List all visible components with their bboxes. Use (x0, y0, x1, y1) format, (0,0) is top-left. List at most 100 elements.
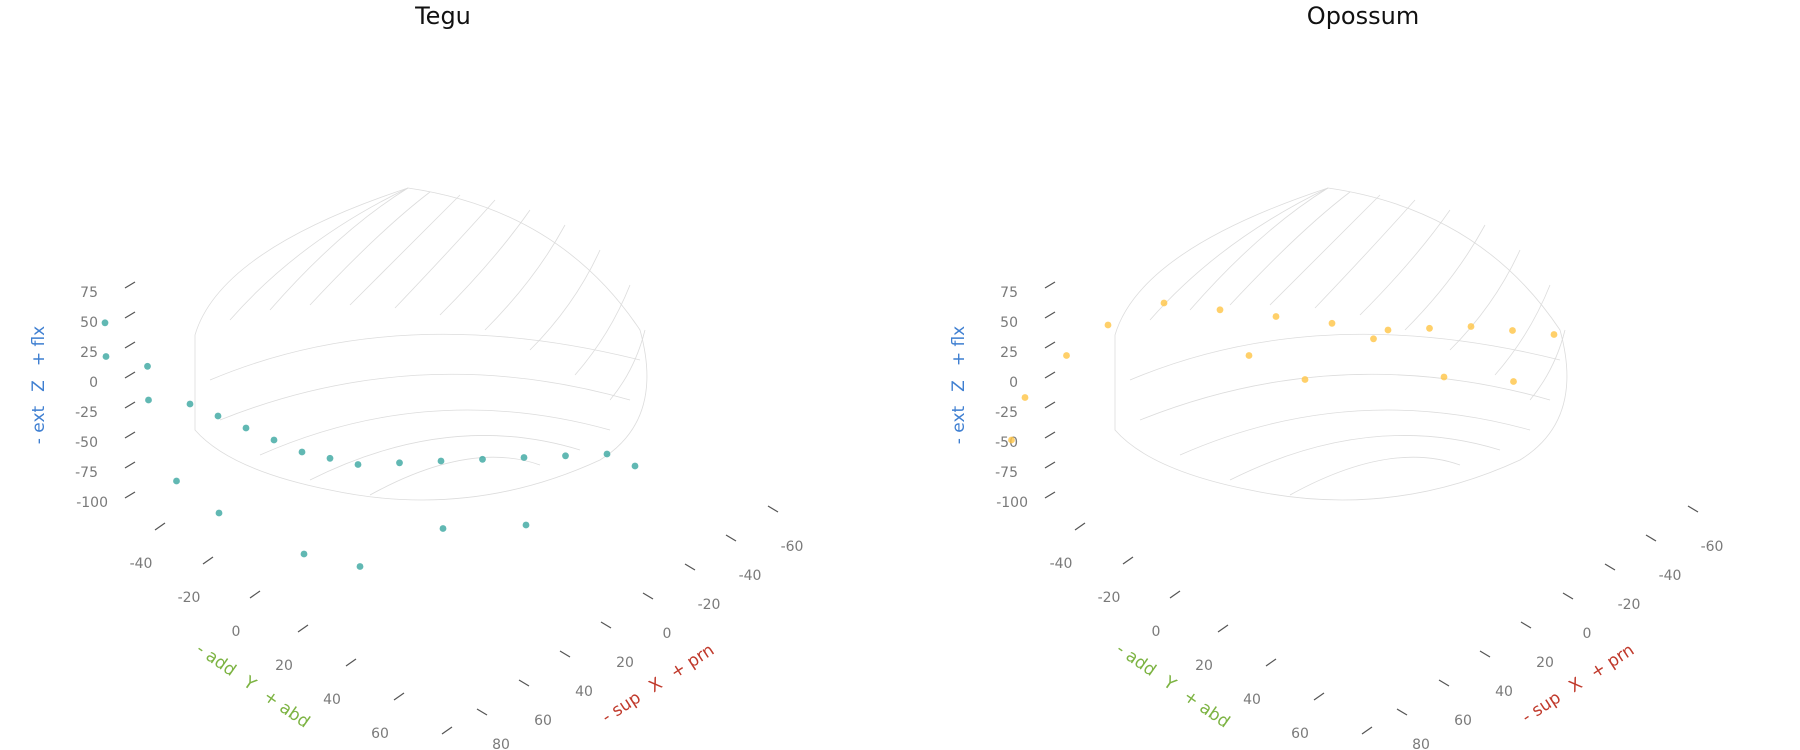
chart-title: Opossum (1307, 2, 1419, 30)
x-axis-ticks: -60 -40 -20 0 20 40 60 80 (476, 505, 803, 750)
scatter-point (298, 448, 306, 456)
z-tick-mark (1044, 461, 1056, 469)
scatter-point (214, 412, 222, 420)
z-tick-label: 25 (80, 345, 98, 361)
y-tick-mark (1265, 658, 1277, 667)
z-tick-mark (1044, 491, 1056, 499)
x-tick-mark (642, 592, 654, 600)
wireframe-line (394, 199, 496, 309)
y-tick-label: 40 (323, 692, 341, 708)
scatter-point (1467, 323, 1475, 330)
wireframe-line (439, 209, 531, 316)
z-tick-label: 75 (1000, 285, 1018, 301)
z-tick-mark (1044, 311, 1056, 319)
y-axis-minus-label: - add (192, 639, 239, 680)
scatter-point (186, 400, 194, 408)
x-axis-minus-label: - sup (599, 688, 645, 728)
x-tick-label: 20 (1536, 655, 1554, 671)
tegu-panel: Tegu 75 (29, 2, 803, 750)
scatter-point (1426, 324, 1433, 332)
z-tick-label: -50 (995, 435, 1018, 451)
z-tick-label: -100 (76, 495, 108, 511)
z-tick-label: 0 (1009, 375, 1018, 391)
x-axis-label: - supX+ prn (1519, 640, 1639, 727)
y-tick-label: 40 (1243, 692, 1261, 708)
x-tick-mark (1479, 650, 1491, 658)
z-tick-label: 50 (1000, 315, 1018, 331)
y-tick-mark (1169, 590, 1181, 599)
z-axis-plus-label: + flx (29, 326, 49, 366)
wireframe-line (1139, 373, 1551, 421)
z-tick-mark (124, 461, 136, 469)
y-tick-label: 20 (1195, 658, 1213, 674)
wireframe-outline (1114, 187, 1568, 501)
scatter-point (520, 454, 528, 461)
y-axis-label: - addY+ abd (192, 639, 313, 732)
x-tick-mark (1520, 621, 1532, 629)
scatter-point (603, 450, 611, 458)
z-axis-label: - ext Z + flx (29, 326, 49, 445)
x-tick-label: -60 (1701, 539, 1724, 555)
x-tick-mark (767, 505, 779, 513)
z-tick-label: -50 (75, 435, 98, 451)
y-tick-mark (154, 522, 166, 531)
y-tick-mark (345, 658, 357, 667)
y-axis-ticks: -40 -20 0 20 40 60 (130, 522, 453, 742)
scatter-point (1370, 335, 1377, 343)
wireframe-line (1129, 333, 1561, 381)
y-tick-label: -40 (130, 556, 153, 572)
x-axis-name: X (645, 674, 666, 697)
y-axis-label: - addY+ abd (1112, 639, 1233, 732)
scatter-point (1245, 352, 1253, 359)
x-tick-label: -40 (1659, 568, 1682, 584)
x-tick-label: 80 (492, 737, 510, 750)
z-axis-minus-label: - ext (29, 405, 49, 444)
wireframe-line (229, 187, 409, 321)
y-tick-mark (441, 726, 453, 735)
wireframe-line (1229, 435, 1501, 481)
x-tick-mark (1562, 592, 1574, 600)
wireframe-line (1404, 224, 1486, 331)
scatter-point (101, 319, 109, 327)
wireframe-line (1149, 187, 1329, 321)
z-tick-mark (124, 311, 136, 319)
y-tick-mark (249, 590, 261, 599)
wireframe-line (1314, 199, 1416, 309)
wireframe-line (529, 249, 601, 351)
y-axis-name: Y (239, 672, 260, 695)
y-tick-label: 0 (232, 624, 241, 640)
x-tick-mark (684, 563, 696, 571)
x-tick-mark (1687, 505, 1699, 513)
scatter-point (1021, 394, 1029, 401)
z-axis-plus-label: + flx (949, 326, 969, 366)
y-tick-mark (1313, 692, 1325, 701)
scatter-point (1272, 313, 1280, 320)
scatter-point (1216, 306, 1224, 314)
wireframe-sphere (194, 187, 648, 501)
svg-text:- supX+ prn: - supX+ prn (599, 640, 719, 727)
z-tick-label: -100 (996, 495, 1028, 511)
svg-text:- addY+ abd: - addY+ abd (192, 639, 313, 732)
x-tick-label: 60 (1454, 713, 1472, 729)
z-axis-minus-label: - ext (949, 405, 969, 444)
svg-text:- extZ+ flx: - ext Z + flx (29, 326, 49, 445)
wireframe-line (259, 409, 611, 456)
y-tick-mark (202, 556, 214, 565)
wireframe-line (484, 224, 566, 331)
wireframe-sphere (1114, 187, 1568, 501)
x-tick-label: -20 (1618, 597, 1641, 613)
chart-title: Tegu (414, 2, 471, 30)
wireframe-line (574, 284, 631, 376)
scatter-point (270, 436, 278, 444)
y-tick-label: 20 (275, 658, 293, 674)
scatter-point (396, 459, 403, 467)
z-tick-mark (1044, 371, 1056, 379)
y-tick-label: -20 (1098, 590, 1121, 606)
svg-text:- addY+ abd: - addY+ abd (1112, 639, 1233, 732)
wireframe-line (349, 194, 461, 306)
y-tick-label: 60 (371, 726, 389, 742)
wireframe-line (269, 187, 409, 311)
wireframe-line (609, 329, 646, 401)
wireframe-line (1529, 329, 1566, 401)
scatter-point (1008, 436, 1015, 444)
